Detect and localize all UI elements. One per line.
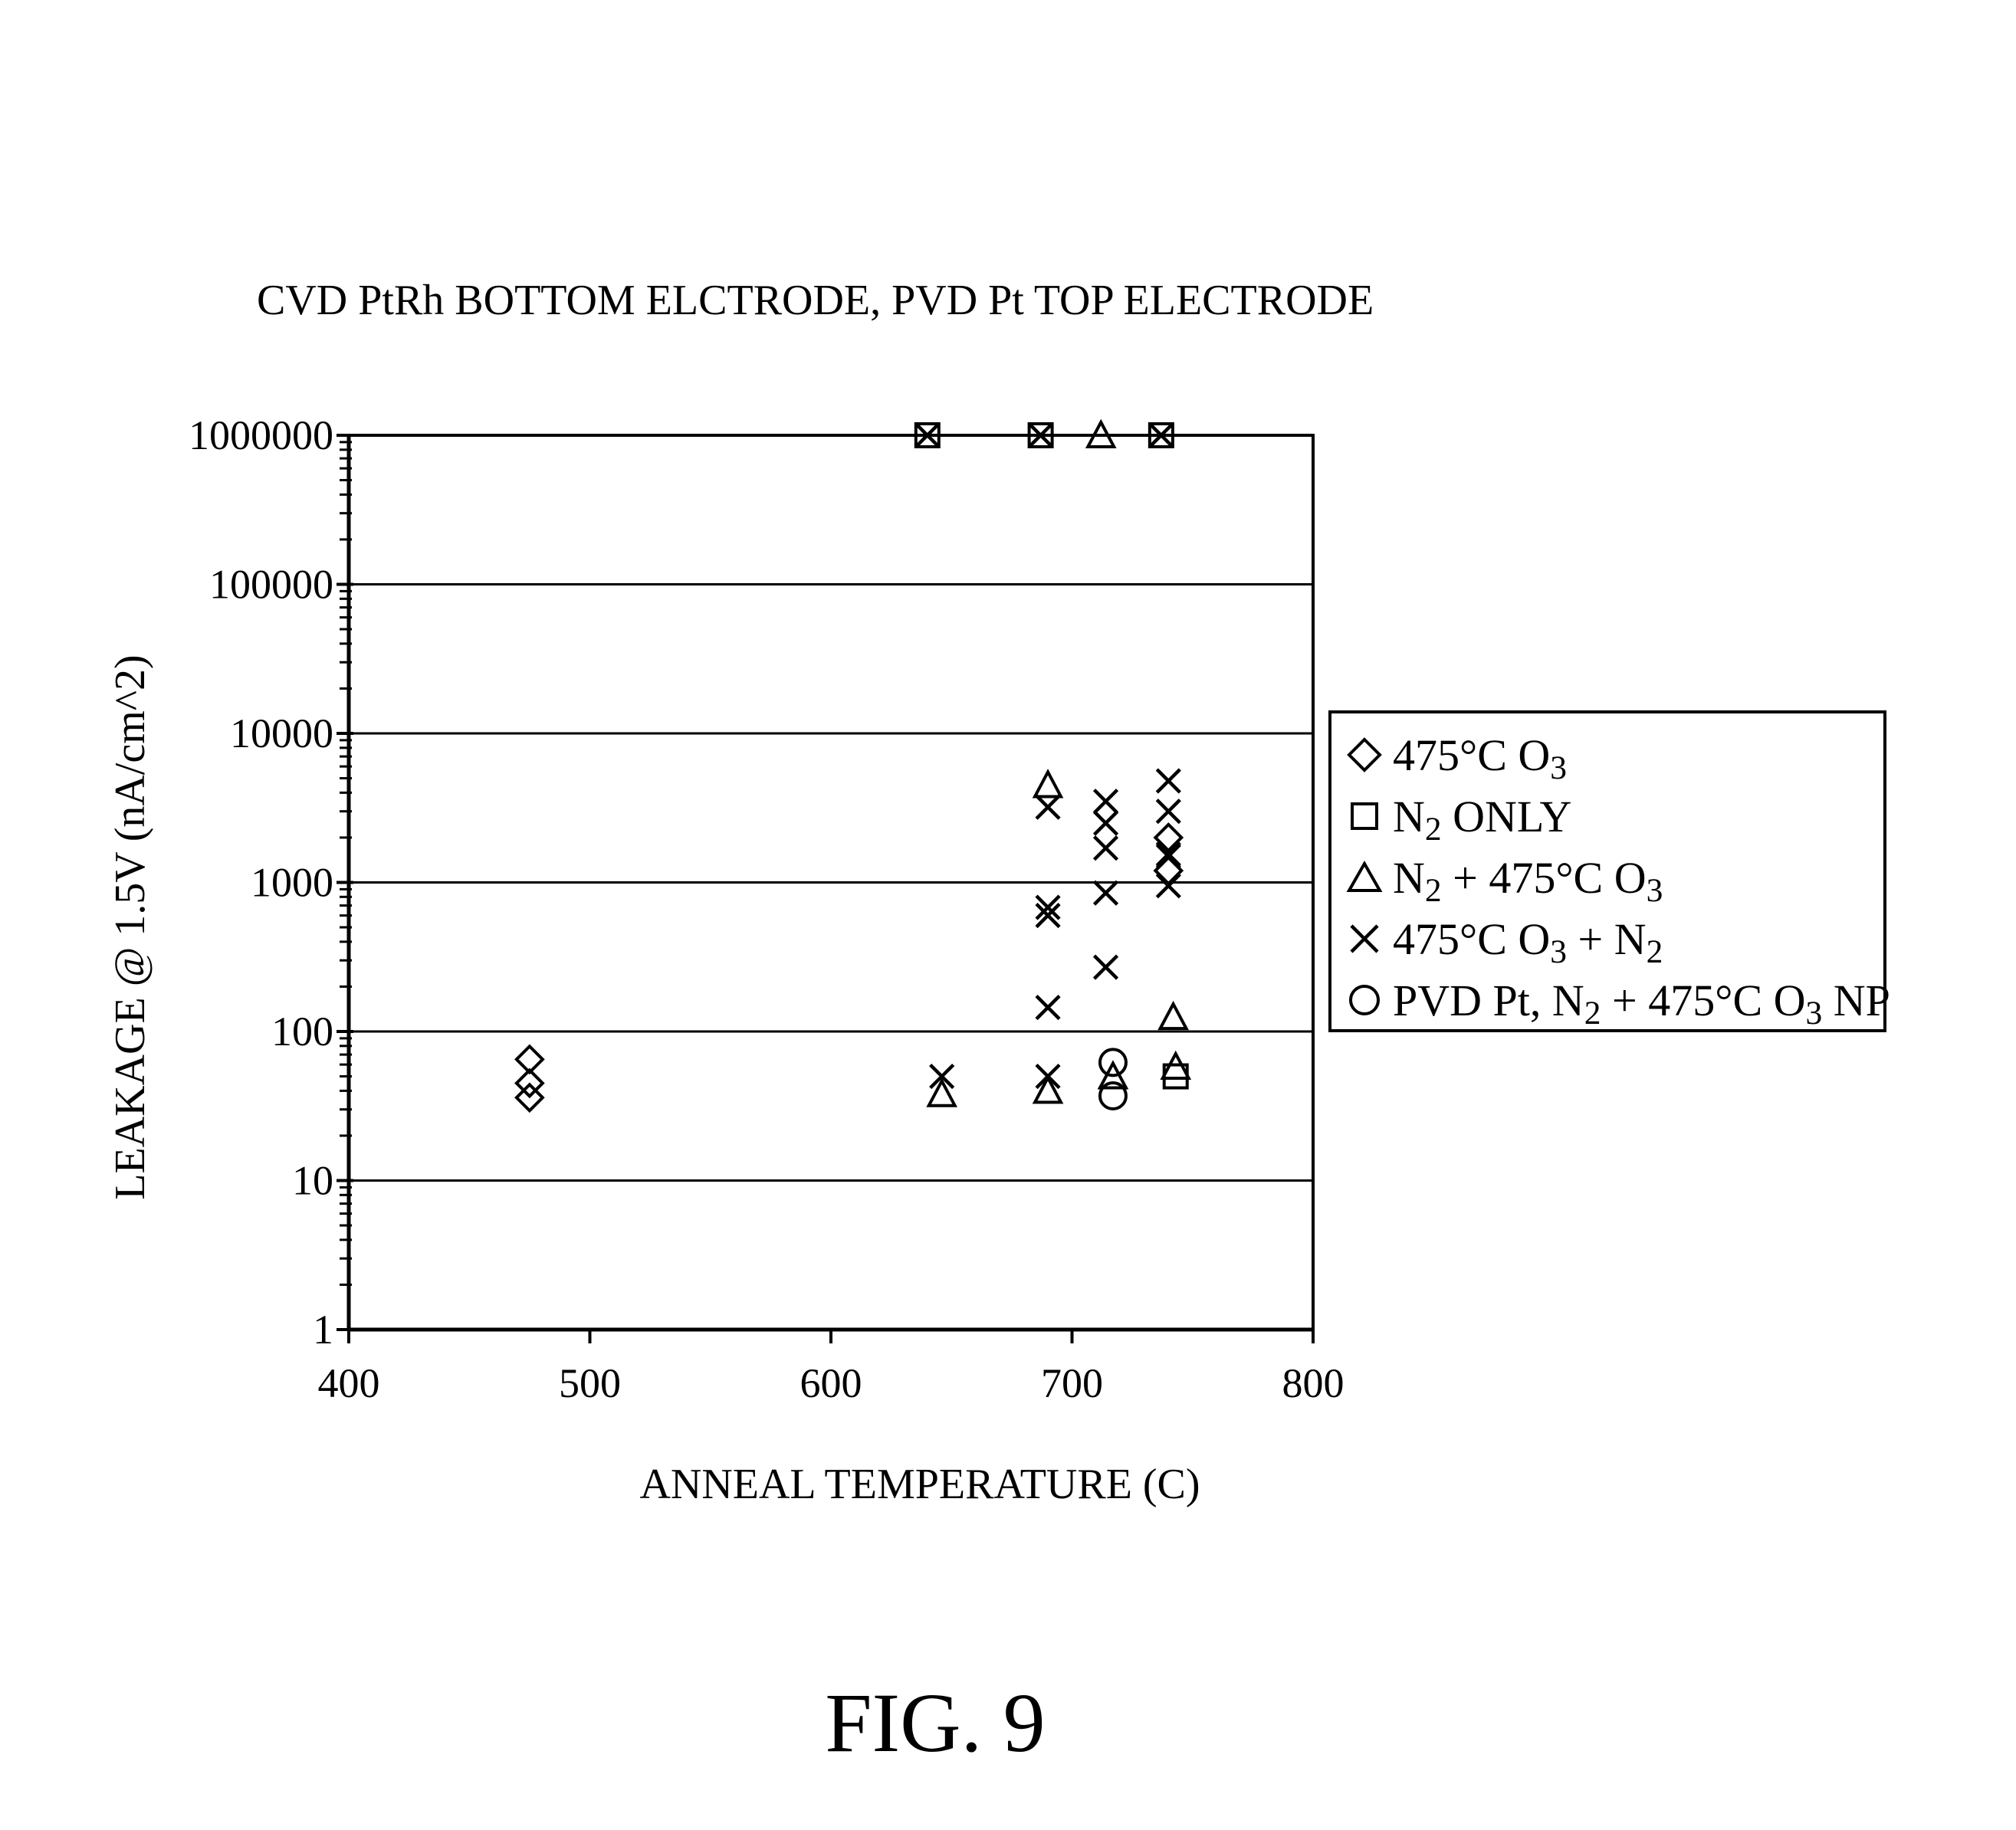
legend: 475°C O3 N2 ONLY N2 + 475°C O3 475°C O3 … [1328, 710, 1886, 1032]
legend-item-square: N2 ONLY [1345, 785, 1571, 847]
x-point [1157, 842, 1180, 865]
x-point [1095, 837, 1118, 860]
y-tick-label: 1 [313, 1307, 333, 1353]
x-point [1095, 790, 1118, 813]
y-tick-label: 10000 [230, 710, 333, 756]
x-point [1095, 956, 1118, 979]
legend-item-x: 475°C O3 + N2 [1345, 908, 1663, 969]
legend-label: 475°C O3 [1393, 730, 1567, 781]
legend-label: N2 + 475°C O3 [1393, 852, 1663, 904]
diamond-marker-icon [1345, 736, 1384, 774]
circle-marker-icon [1345, 981, 1384, 1019]
x-point [1095, 881, 1118, 904]
x-point [1036, 996, 1059, 1019]
x-point [1157, 769, 1180, 792]
y-tick-label: 10 [292, 1158, 333, 1204]
legend-item-circle: PVD Pt, N2 + 475°C O3 NP [1345, 969, 1890, 1031]
x-point [1036, 795, 1059, 818]
y-tick-label: 1000 [251, 860, 333, 906]
x-axis-label: ANNEAL TEMPERATURE (C) [639, 1461, 1200, 1508]
y-tick-label: 100 [271, 1008, 333, 1054]
triangle-marker-icon [1345, 858, 1384, 897]
x-point [1095, 812, 1118, 835]
chart-title: CVD PtRh BOTTOM ELCTRODE, PVD Pt TOP ELE… [257, 277, 1374, 324]
x-tick-label: 800 [1282, 1360, 1345, 1406]
y-axis-ticks: 1 10 100 1000 10000 100000 1000000 [189, 412, 353, 1353]
triangle-point [1161, 1004, 1187, 1028]
x-point [1036, 1065, 1059, 1088]
x-point [931, 1065, 954, 1088]
x-tick-label: 400 [318, 1360, 380, 1406]
square-marker-icon [1345, 797, 1384, 835]
legend-label: 475°C O3 + N2 [1393, 913, 1663, 965]
legend-item-diamond: 475°C O3 [1345, 724, 1567, 785]
x-point [1157, 800, 1180, 823]
triangle-point [1035, 1077, 1061, 1102]
y-tick-label: 1000000 [189, 412, 333, 458]
x-point [1157, 874, 1180, 897]
x-tick-label: 700 [1041, 1360, 1103, 1406]
legend-label: N2 ONLY [1393, 791, 1571, 842]
legend-label: PVD Pt, N2 + 475°C O3 NP [1393, 975, 1890, 1026]
y-tick-label: 100000 [209, 562, 333, 608]
x-tick-label: 600 [800, 1360, 862, 1406]
legend-item-triangle: N2 + 475°C O3 [1345, 847, 1663, 908]
triangle-point [1035, 772, 1061, 796]
x-tick-label: 500 [559, 1360, 621, 1406]
data-points [517, 422, 1189, 1110]
figure-label: FIG. 9 [0, 1674, 1870, 1772]
x-marker-icon [1345, 920, 1384, 958]
x-axis-ticks: 400 500 600 700 800 [318, 1330, 1345, 1406]
y-axis-label: LEAKAGE @ 1.5V (nA/cm^2) [107, 654, 154, 1199]
